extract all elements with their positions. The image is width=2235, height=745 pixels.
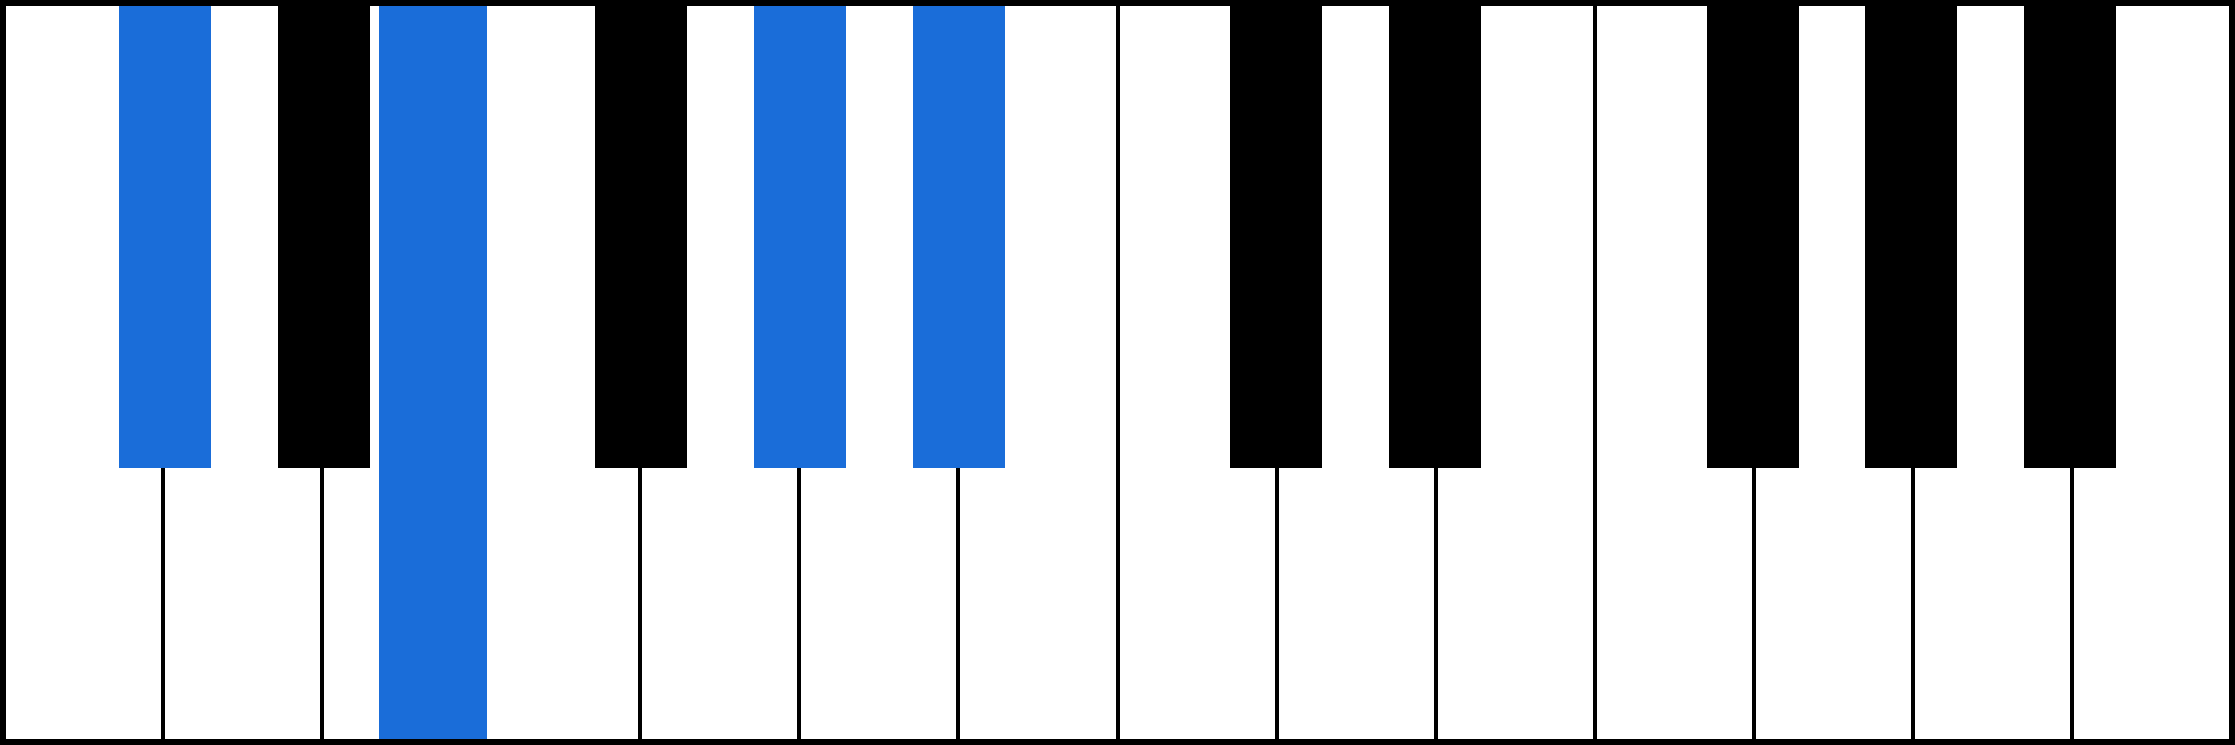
black-key-12	[2024, 6, 2116, 468]
black-key-11	[1865, 6, 1957, 468]
black-key-5	[913, 6, 1005, 468]
black-key-1	[278, 6, 370, 468]
black-key-7	[1230, 6, 1322, 468]
white-key-highlight-2	[379, 6, 487, 739]
black-key-3	[595, 6, 687, 468]
piano-keyboard	[0, 0, 2235, 745]
black-key-8	[1389, 6, 1481, 468]
black-key-4	[754, 6, 846, 468]
black-key-10	[1707, 6, 1799, 468]
black-key-0	[119, 6, 211, 468]
